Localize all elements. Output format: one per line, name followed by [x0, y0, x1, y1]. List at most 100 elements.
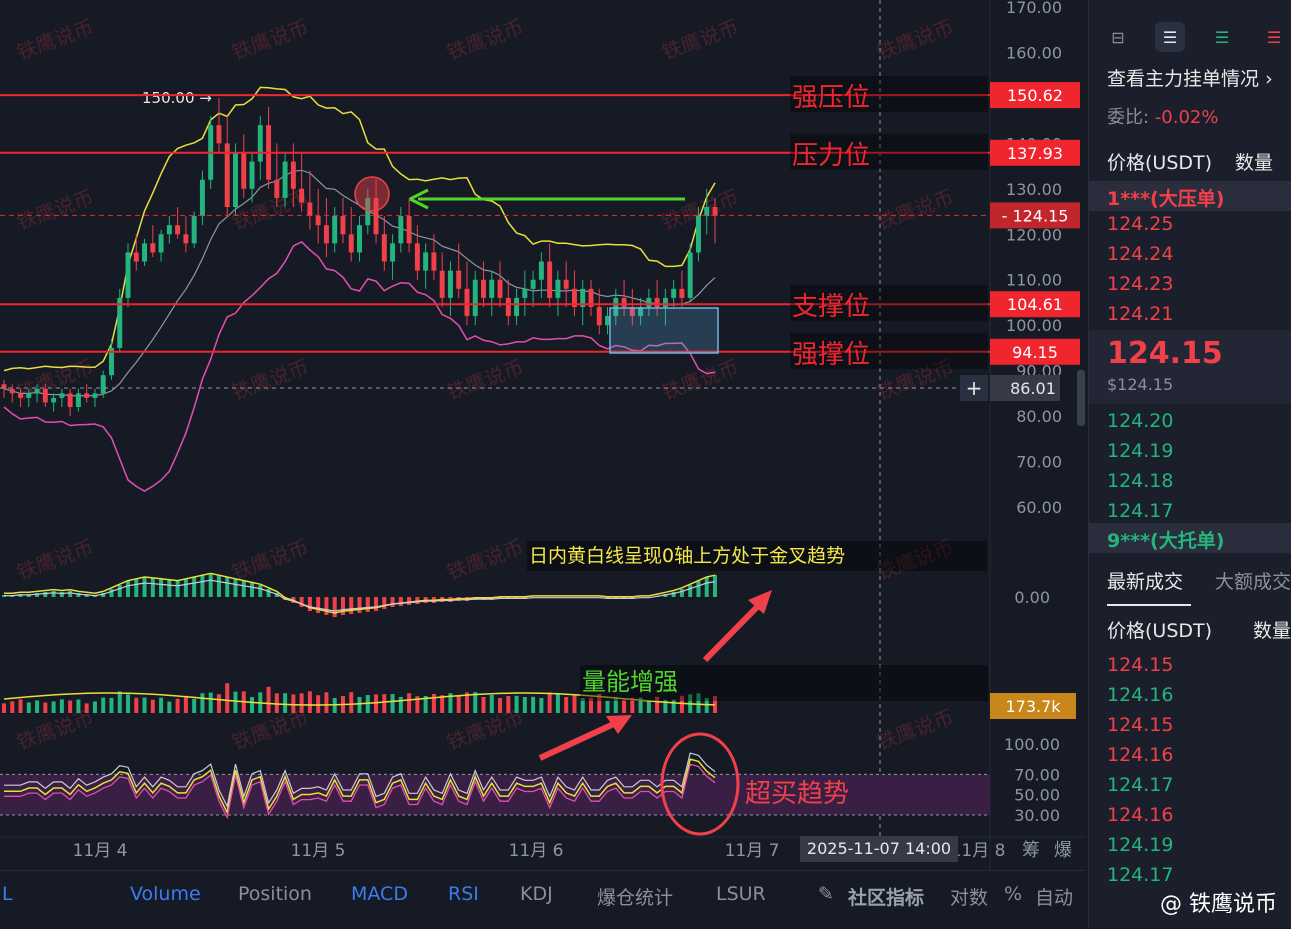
book-bids-icon[interactable]: ☰ — [1207, 22, 1237, 52]
tab-latest-trades[interactable]: 最新成交 — [1107, 567, 1183, 594]
ask-row[interactable]: 124.23 — [1107, 273, 1173, 295]
macd-histogram-bar — [341, 597, 345, 615]
volume-bar — [498, 698, 502, 713]
tab-large-trades[interactable]: 大额成交 — [1215, 567, 1291, 594]
volume-bar — [200, 693, 204, 713]
volume-bar — [118, 691, 122, 713]
volume-bar — [217, 694, 221, 713]
book-both-icon[interactable]: ⊟ — [1103, 22, 1133, 52]
candle-body — [679, 289, 684, 298]
macd-histogram-bar — [258, 585, 262, 597]
volume-bar — [101, 698, 105, 713]
macd-histogram-bar — [688, 585, 692, 597]
macd-histogram-bar — [217, 575, 221, 597]
view-main-orders-link[interactable]: 查看主力挂单情况 › — [1107, 64, 1273, 91]
candle-body — [340, 216, 345, 234]
candle-body — [59, 393, 64, 398]
bid-row[interactable]: 124.20 — [1107, 410, 1173, 432]
rsi-tick-label: 30.00 — [1014, 806, 1060, 825]
candle-body — [622, 298, 627, 307]
watermark-text: 铁鹰说币 — [14, 185, 97, 235]
candle-body — [274, 180, 279, 198]
chevron-right-icon: › — [1265, 68, 1273, 90]
tab-macd[interactable]: MACD — [351, 883, 408, 905]
volume-bar — [60, 699, 64, 713]
macd-histogram-bar — [52, 591, 56, 597]
macd-histogram-bar — [209, 573, 213, 597]
watermark-text: 铁鹰说币 — [14, 535, 97, 585]
candle-body — [473, 280, 478, 316]
log-toggle[interactable]: 对数 — [950, 883, 988, 910]
level-label: 强撑位 — [792, 340, 870, 370]
volume-bar — [308, 691, 312, 713]
volume-bar — [515, 696, 519, 713]
candle-body — [481, 280, 486, 298]
trade-row: 124.19 — [1107, 834, 1173, 856]
big-sell-label[interactable]: 1***(大压单) — [1107, 184, 1224, 211]
candle-body — [51, 398, 56, 403]
price-tick-label: 100.00 — [1006, 316, 1062, 335]
level-price-text: 137.93 — [1007, 144, 1063, 163]
candle-body — [299, 189, 304, 203]
tab-community[interactable]: 社区指标 — [848, 883, 924, 910]
big-buy-label[interactable]: 9***(大托单) — [1107, 526, 1224, 553]
volume-bar — [506, 696, 510, 713]
current-price-text: - 124.15 — [1002, 206, 1069, 225]
macd-histogram-bar — [696, 581, 700, 597]
tab-kdj[interactable]: KDJ — [520, 883, 553, 905]
macd-histogram-bar — [366, 597, 370, 612]
candle-body — [514, 298, 519, 316]
book-split-icon[interactable]: ☰ — [1155, 22, 1185, 52]
volume-bar — [382, 694, 386, 713]
price-tick-label: 70.00 — [1016, 453, 1062, 472]
bid-row[interactable]: 124.18 — [1107, 470, 1173, 492]
volume-bar — [490, 695, 494, 713]
ask-row[interactable]: 124.25 — [1107, 213, 1173, 235]
candle-body — [506, 298, 511, 316]
candle-body — [84, 393, 89, 398]
candle-body — [671, 289, 676, 298]
book-asks-icon[interactable]: ☰ — [1259, 22, 1289, 52]
percent-toggle[interactable]: % — [1004, 883, 1022, 905]
tab-liquidation[interactable]: 爆仓统计 — [597, 883, 673, 910]
order-book-panel: ⊟ ☰ ☰ ☰ 查看主力挂单情况 › 委比: -0.02% 价格(USDT) 数… — [1088, 0, 1291, 928]
auto-toggle[interactable]: 自动 — [1035, 883, 1073, 910]
volume-bar — [126, 694, 130, 713]
bid-row[interactable]: 124.17 — [1107, 500, 1173, 522]
ask-row[interactable]: 124.21 — [1107, 303, 1173, 325]
macd-histogram-bar — [250, 583, 254, 597]
volume-bar — [19, 699, 23, 713]
chart-area[interactable]: 170.00160.00150.00140.00130.00120.00110.… — [0, 0, 1085, 928]
volume-bar — [209, 693, 213, 713]
tab-rsi[interactable]: RSI — [448, 883, 479, 905]
community-indicator-icon[interactable]: ✎ — [818, 883, 834, 905]
candle-body — [597, 307, 602, 325]
volume-bar — [407, 693, 411, 713]
ratio-value: -0.02% — [1155, 107, 1219, 128]
macd-histogram-bar — [159, 579, 163, 597]
candle-body — [646, 298, 651, 307]
time-axis-label: 11月 6 — [509, 841, 564, 861]
macd-histogram-bar — [126, 581, 130, 597]
macd-histogram-bar — [60, 592, 64, 597]
macd-histogram-bar — [184, 579, 188, 597]
volume-bar — [68, 701, 72, 713]
tab-position[interactable]: Position — [238, 883, 312, 905]
macd-histogram-bar — [300, 597, 304, 607]
tab-volume[interactable]: Volume — [130, 883, 201, 905]
consolidation-box — [610, 308, 718, 353]
tab-lsur[interactable]: LSUR — [716, 883, 766, 905]
red-arrow-volume-line — [540, 722, 618, 758]
candle-body — [382, 234, 387, 261]
watermark-text: 铁鹰说币 — [229, 355, 312, 405]
tab-l[interactable]: L — [2, 883, 13, 905]
candle-body — [696, 216, 701, 252]
candle-body — [423, 252, 428, 270]
candlestick-chart[interactable]: 170.00160.00150.00140.00130.00120.00110.… — [0, 0, 1085, 870]
price-tick-label: 80.00 — [1016, 407, 1062, 426]
view-main-orders-text: 查看主力挂单情况 — [1107, 68, 1259, 90]
macd-histogram-bar — [118, 585, 122, 597]
bid-row[interactable]: 124.19 — [1107, 440, 1173, 462]
volume-bar — [523, 697, 527, 713]
ask-row[interactable]: 124.24 — [1107, 243, 1173, 265]
